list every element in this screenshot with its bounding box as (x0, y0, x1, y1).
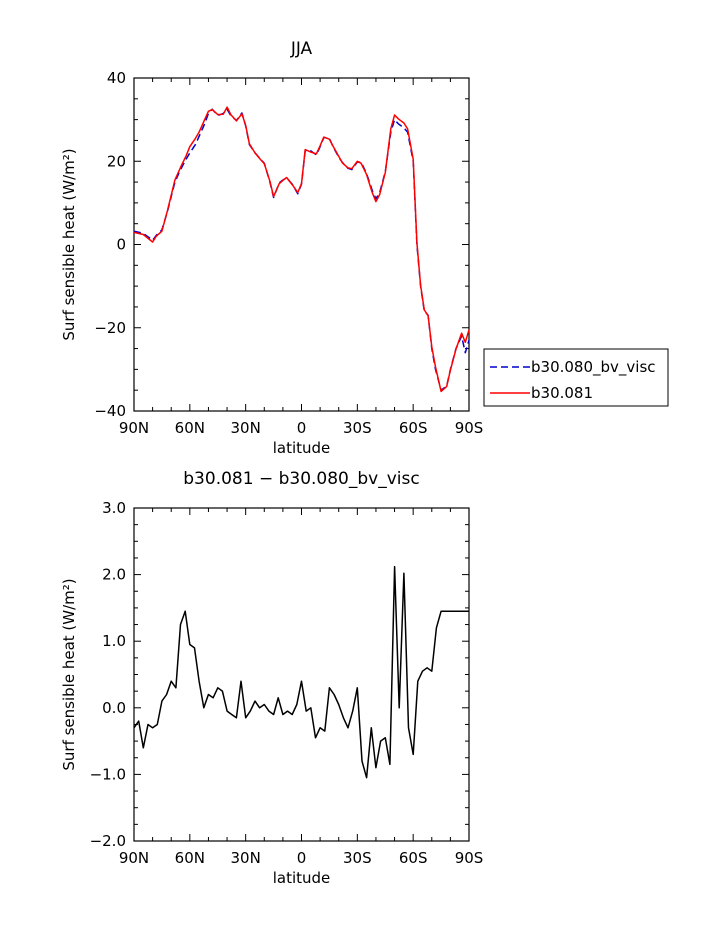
chart-title: b30.081 − b30.080_bv_visc (183, 469, 419, 489)
legend-entry-label: b30.080_bv_visc (531, 358, 656, 377)
chart-bottom-difference: b30.081 − b30.080_bv_visc latitude Surf … (60, 469, 483, 887)
series-line-1 (133, 106, 470, 393)
y-tick-label: 20 (107, 152, 126, 170)
y-tick-label: 1.0 (102, 632, 126, 650)
y-tick-label: 3.0 (102, 499, 126, 517)
x-tick-label: 90S (455, 419, 484, 437)
x-tick-label: 30N (231, 419, 261, 437)
y-tick-label: −2.0 (90, 832, 126, 850)
x-tick-label: 90N (119, 849, 149, 867)
x-axis-label: latitude (273, 869, 331, 887)
x-tick-label: 30S (343, 849, 372, 867)
x-tick-label: 0 (297, 849, 307, 867)
y-tick-label: −1.0 (90, 765, 126, 783)
y-tick-label: 40 (107, 69, 126, 87)
y-tick-label: 0 (116, 236, 126, 254)
x-tick-label: 60N (175, 849, 205, 867)
y-tick-label: 2.0 (102, 566, 126, 584)
chart-top-jja: JJA latitude Surf sensible heat (W/m²) 9… (60, 39, 483, 457)
plot-frame (133, 507, 470, 842)
x-tick-label: 90S (455, 849, 484, 867)
y-tick-label: −40 (94, 402, 126, 420)
plot-frame (133, 77, 470, 412)
y-tick-label: −20 (94, 319, 126, 337)
x-tick-label: 30S (343, 419, 372, 437)
y-axis-label: Surf sensible heat (W/m²) (60, 148, 78, 340)
series-line-0 (133, 565, 469, 779)
x-tick-label: 90N (119, 419, 149, 437)
legend-box (483, 348, 669, 407)
x-axis-label: latitude (273, 439, 331, 457)
x-tick-label: 0 (297, 419, 307, 437)
y-axis-label: Surf sensible heat (W/m²) (60, 578, 78, 770)
x-tick-label: 60S (399, 849, 428, 867)
x-tick-label: 30N (231, 849, 261, 867)
y-tick-label: 0.0 (102, 699, 126, 717)
legend-entry-label: b30.081 (531, 384, 593, 402)
x-tick-label: 60N (175, 419, 205, 437)
x-tick-label: 60S (399, 419, 428, 437)
chart-title: JJA (290, 39, 313, 59)
series-line-0 (133, 108, 470, 391)
legend: b30.080_bv_visc b30.081 (483, 348, 669, 407)
